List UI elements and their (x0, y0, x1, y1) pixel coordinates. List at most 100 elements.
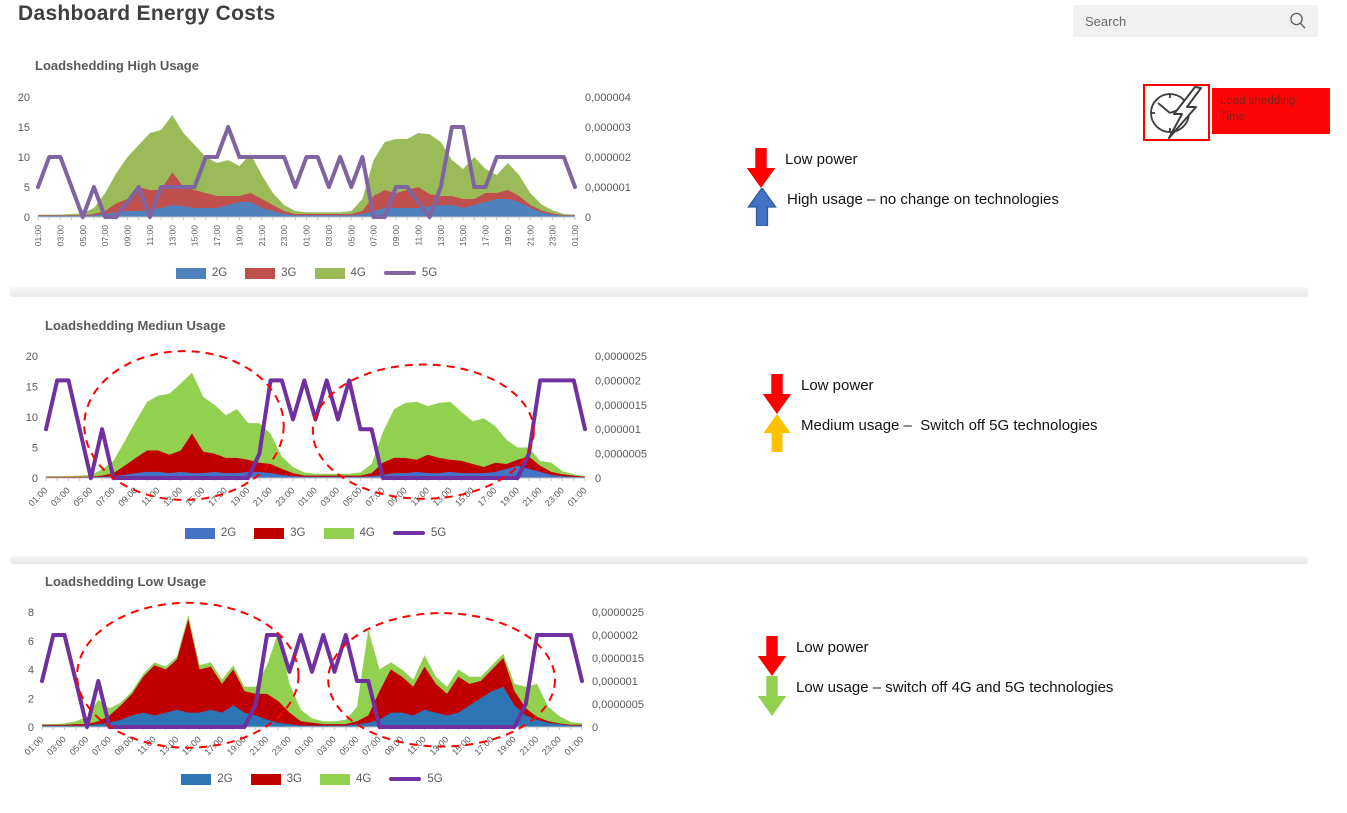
right-axis-tick: 0,000002 (592, 630, 638, 642)
search-box[interactable] (1073, 5, 1318, 37)
x-axis-tick: 05:00 (337, 734, 360, 757)
x-axis-tick: 01:00 (565, 485, 588, 508)
left-axis-tick: 20 (18, 92, 30, 104)
line-5g (40, 633, 584, 729)
high-usage-legend: 2G 3G 4G 5G (38, 267, 575, 279)
x-axis-tick: 13:00 (436, 225, 446, 247)
legend-label: 4G (350, 267, 366, 279)
annotation-low-usage: Low usage – switch off 4G and 5G technol… (755, 676, 1113, 716)
legend-item-4g: 4G (320, 773, 371, 785)
legend-item-4g: 4G (314, 267, 366, 279)
x-axis-tick: 03:00 (45, 734, 68, 757)
low-power-down-arrow-icon (762, 374, 792, 414)
annotation-label: Low usage – switch off 4G and 5G technol… (796, 679, 1114, 696)
x-axis-tick: 15:00 (184, 485, 207, 508)
x-axis-tick: 21:00 (247, 734, 270, 757)
right-axis-tick: 0 (592, 722, 598, 734)
legend-item-3g: 3G (254, 527, 306, 539)
x-axis-tick: 01:00 (292, 734, 315, 757)
loadshedding-highlight-ellipse (83, 350, 285, 501)
left-axis-tick: 4 (28, 665, 34, 677)
x-axis-tick: 03:00 (315, 734, 338, 757)
x-axis-tick: 11:00 (145, 225, 155, 246)
medium-usage-chart: 20 15 10 5 0 0,0000025 0,000002 0,0000015 0,0000… (8, 344, 688, 549)
legend-label: 5G (427, 773, 443, 785)
section-divider (10, 287, 1308, 297)
chart-plot-svg: 20 15 10 5 0 0,0000025 0,000002 0,0000015 0,0000… (26, 350, 647, 508)
page-title: Dashboard Energy Costs (18, 2, 276, 25)
x-axis-tick: 01:00 (33, 225, 43, 247)
right-axis-tick: 0 (585, 212, 591, 224)
x-axis-tick: 09:00 (391, 225, 401, 247)
legend-swatch (250, 773, 281, 785)
low-usage-legend: 2G 3G 4G 5G (42, 773, 582, 785)
x-axis-tick: 15:00 (458, 225, 468, 247)
area-2g (42, 686, 582, 727)
legend-swatch (392, 531, 425, 535)
x-axis-tick: 23:00 (270, 734, 293, 757)
x-axis-tick: 05:00 (78, 225, 88, 247)
left-axis-tick: 5 (24, 182, 30, 194)
left-axis-tick: 0 (28, 722, 34, 734)
x-axis-tick: 19:00 (229, 485, 252, 508)
search-input[interactable] (1083, 12, 1288, 30)
right-axis-tick: 0,000002 (595, 375, 641, 387)
x-axis-tick: 09:00 (116, 485, 139, 508)
left-axis-tick: 0 (24, 212, 30, 224)
x-axis-tick: 03:00 (324, 225, 334, 247)
legend-label: 3G (281, 267, 297, 279)
x-axis-tick: 09:00 (123, 225, 133, 247)
annotation-medium-usage: Medium usage – Switch off 5G technologie… (760, 414, 1098, 452)
left-axis-tick: 2 (28, 693, 34, 705)
x-axis-tick: 01:00 (26, 485, 49, 508)
left-axis-tick: 20 (26, 351, 38, 363)
legend-item-4g: 4G (323, 527, 375, 539)
low-usage-chart-title: Loadshedding Low Usage (45, 574, 207, 589)
x-axis-tick: 23:00 (540, 734, 563, 757)
legend-label: 4G (356, 773, 372, 785)
right-axis-tick: 0 (595, 473, 601, 485)
search-icon[interactable] (1288, 11, 1308, 31)
legend-swatch (314, 267, 345, 279)
right-axis-tick: 0,000003 (585, 122, 631, 134)
area-2g (38, 199, 575, 217)
low-usage-chart: 8 6 4 2 0 0,0000025 0,000002 0,0000015 0,000001 0… (8, 600, 688, 805)
x-axis-tick: 23:00 (279, 225, 289, 247)
legend-label: 5G (421, 267, 438, 279)
x-axis-tick: 21:00 (520, 485, 543, 508)
legend-item-5g: 5G (392, 527, 446, 539)
right-axis-tick: 0,000001 (585, 182, 631, 194)
right-axis-tick: 0,000004 (585, 92, 631, 104)
annotation-label: Low power (801, 377, 874, 394)
medium-usage-up-arrow-icon (763, 414, 791, 452)
x-axis-tick: 11:00 (409, 485, 432, 508)
x-axis-tick: 01:00 (22, 734, 45, 757)
medium-usage-legend: 2G 3G 4G 5G (46, 527, 585, 539)
x-axis-tick: 05:00 (341, 485, 364, 508)
annotation-label: High usage – no change on technologies (787, 191, 1059, 208)
area-2g (46, 465, 585, 478)
x-axis-tick: 23:00 (543, 485, 566, 508)
x-axis-tick: 07:00 (360, 734, 383, 757)
x-axis-tick: 23:00 (548, 225, 558, 247)
area-4g (46, 372, 585, 478)
x-axis-tick: 05:00 (67, 734, 90, 757)
legend-item-2g: 2G (184, 527, 236, 539)
x-axis-tick: 15:00 (453, 485, 476, 508)
right-axis-tick: 0,000002 (585, 152, 631, 164)
legend-swatch (383, 271, 416, 275)
right-axis-tick: 0,000001 (595, 424, 641, 436)
legend-item-2g: 2G (181, 773, 233, 785)
x-axis-tick: 03:00 (49, 485, 72, 508)
right-axis-tick: 0,0000005 (595, 449, 647, 461)
left-axis-tick: 5 (32, 443, 38, 455)
legend-item-5g: 5G (383, 267, 438, 279)
x-axis-tick: 23:00 (273, 485, 296, 508)
x-axis-tick: 03:00 (55, 225, 65, 247)
x-axis-tick: 19:00 (503, 225, 513, 247)
high-usage-up-arrow-icon (747, 188, 777, 226)
x-axis-tick: 11:00 (135, 734, 158, 757)
x-axis-tick: 01:00 (302, 225, 312, 247)
x-axis-tick: 07:00 (94, 485, 117, 508)
